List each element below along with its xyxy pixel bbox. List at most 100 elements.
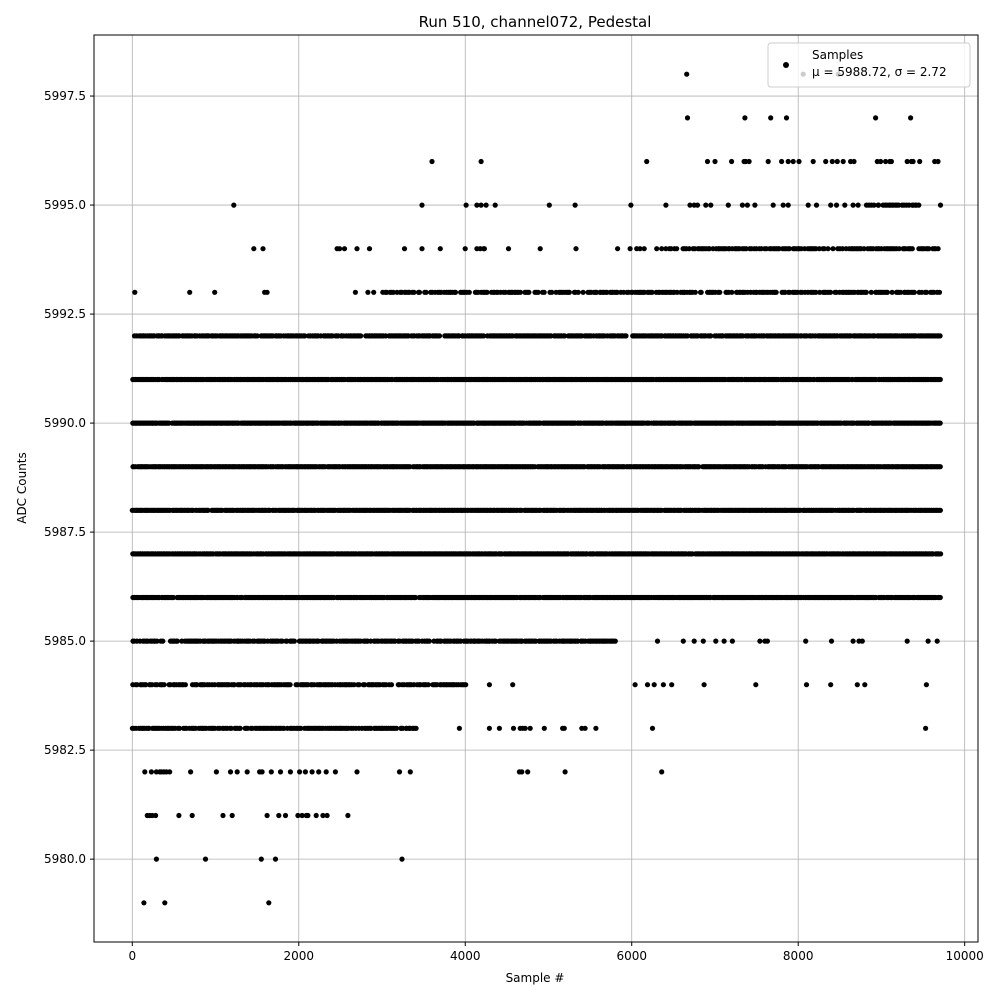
- data-point: [143, 682, 149, 688]
- data-point: [298, 725, 304, 731]
- data-point: [345, 812, 351, 819]
- data-point: [562, 769, 568, 775]
- data-point: [701, 682, 707, 688]
- data-point: [189, 812, 195, 819]
- data-point: [659, 769, 665, 775]
- data-point: [153, 812, 159, 819]
- data-point: [721, 638, 727, 644]
- data-point: [266, 900, 272, 906]
- data-point: [279, 638, 285, 644]
- data-point: [324, 812, 330, 819]
- data-point: [213, 769, 219, 775]
- data-point: [229, 812, 235, 819]
- data-point: [154, 638, 160, 644]
- data-point: [651, 682, 657, 688]
- data-point: [612, 638, 618, 644]
- data-point: [176, 812, 182, 819]
- data-point: [305, 812, 311, 819]
- data-point: [205, 507, 211, 513]
- data-point: [287, 682, 293, 688]
- data-point: [582, 725, 588, 731]
- data-point: [593, 725, 599, 731]
- data-point: [510, 682, 516, 688]
- data-point: [527, 725, 533, 731]
- data-point: [463, 682, 469, 688]
- data-point: [182, 682, 188, 688]
- data-point: [541, 725, 547, 731]
- data-point: [923, 682, 930, 688]
- data-point: [332, 769, 338, 775]
- data-point: [295, 812, 301, 819]
- data-point: [937, 376, 943, 383]
- data-point: [937, 507, 944, 513]
- data-point: [680, 638, 686, 644]
- data-point: [356, 682, 362, 688]
- data-point: [757, 638, 763, 644]
- data-point: [162, 900, 168, 906]
- data-point: [632, 682, 638, 688]
- data-point: [937, 464, 943, 470]
- data-point: [938, 551, 944, 557]
- data-point: [142, 769, 148, 775]
- chart-title: Run 510, channel072, Pedestal: [419, 13, 652, 31]
- data-point: [510, 725, 517, 731]
- data-point: [850, 638, 856, 644]
- data-point: [412, 725, 418, 731]
- data-point: [259, 769, 265, 775]
- data-point: [828, 682, 834, 688]
- data-point: [297, 769, 303, 775]
- data-point: [413, 594, 419, 601]
- data-point: [859, 638, 865, 644]
- data-point: [268, 769, 274, 775]
- data-point: [358, 333, 364, 339]
- data-point: [700, 638, 706, 644]
- data-point: [525, 769, 531, 775]
- data-point: [486, 682, 492, 688]
- data-point: [291, 638, 297, 644]
- data-point: [394, 725, 400, 731]
- data-point: [161, 682, 167, 688]
- data-point: [174, 638, 180, 644]
- data-point: [862, 682, 868, 688]
- data-point: [167, 769, 173, 775]
- data-point: [277, 769, 284, 775]
- data-point: [496, 725, 502, 731]
- data-point: [399, 856, 405, 862]
- data-point: [623, 333, 629, 339]
- data-point: [202, 856, 209, 862]
- data-point: [141, 900, 147, 906]
- data-point: [561, 725, 567, 731]
- data-point: [313, 812, 319, 819]
- data-point: [351, 682, 357, 688]
- data-point: [309, 769, 315, 775]
- data-point: [934, 638, 940, 644]
- data-point: [669, 682, 675, 688]
- data-point: [644, 682, 651, 688]
- data-point: [654, 638, 661, 644]
- data-point: [323, 769, 329, 775]
- data-point: [237, 725, 243, 731]
- data-point: [729, 638, 736, 644]
- data-point: [713, 638, 719, 644]
- data-point: [231, 682, 237, 688]
- data-point: [160, 638, 166, 644]
- data-point: [264, 812, 270, 819]
- data-point: [299, 812, 305, 819]
- data-point: [803, 638, 809, 644]
- data-point: [388, 682, 395, 688]
- data-point: [228, 725, 234, 731]
- data-point: [519, 769, 525, 775]
- data-point: [362, 682, 368, 688]
- data-point: [803, 682, 810, 688]
- data-points: [129, 71, 944, 906]
- data-point: [649, 725, 656, 731]
- data-point: [407, 725, 413, 731]
- data-point: [456, 725, 462, 731]
- data-point: [276, 812, 282, 819]
- data-point: [486, 725, 492, 731]
- data-point: [904, 638, 910, 644]
- data-point: [691, 638, 697, 644]
- data-point: [320, 812, 326, 819]
- data-point: [923, 725, 929, 731]
